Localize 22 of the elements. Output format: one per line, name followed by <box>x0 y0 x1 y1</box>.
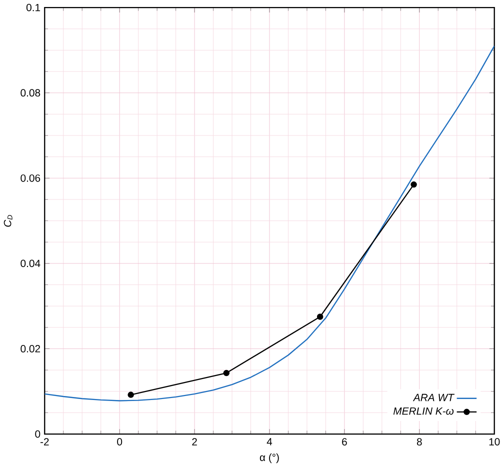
x-tick-label: 4 <box>266 438 272 446</box>
x-tick-label: 0 <box>117 438 122 446</box>
y-tick-label: 0.08 <box>20 89 40 97</box>
y-tick-label: 0 <box>35 430 40 438</box>
legend-label: ARA WT <box>412 394 455 402</box>
point <box>410 181 417 188</box>
x-tick-label: 2 <box>192 438 197 446</box>
point <box>128 392 134 398</box>
x-tick-label: -2 <box>40 438 49 446</box>
y-tick-label: 0.1 <box>26 4 40 12</box>
y-tick-label: 0.04 <box>20 260 40 268</box>
line-series <box>44 45 494 402</box>
point <box>316 314 324 320</box>
y-tick-label: 0.06 <box>20 174 40 182</box>
y-axis-title: C$_{D}$ <box>4 215 12 227</box>
legend-label: MERLIN K-ω <box>393 407 454 415</box>
x-tick-label: 8 <box>416 438 422 446</box>
x-tick-label: 6 <box>342 438 347 446</box>
point <box>223 370 230 376</box>
x-tick-label: 10 <box>489 438 500 446</box>
y-tick-label: 0.02 <box>20 345 40 352</box>
x-axis-title: α (°) <box>260 453 279 464</box>
